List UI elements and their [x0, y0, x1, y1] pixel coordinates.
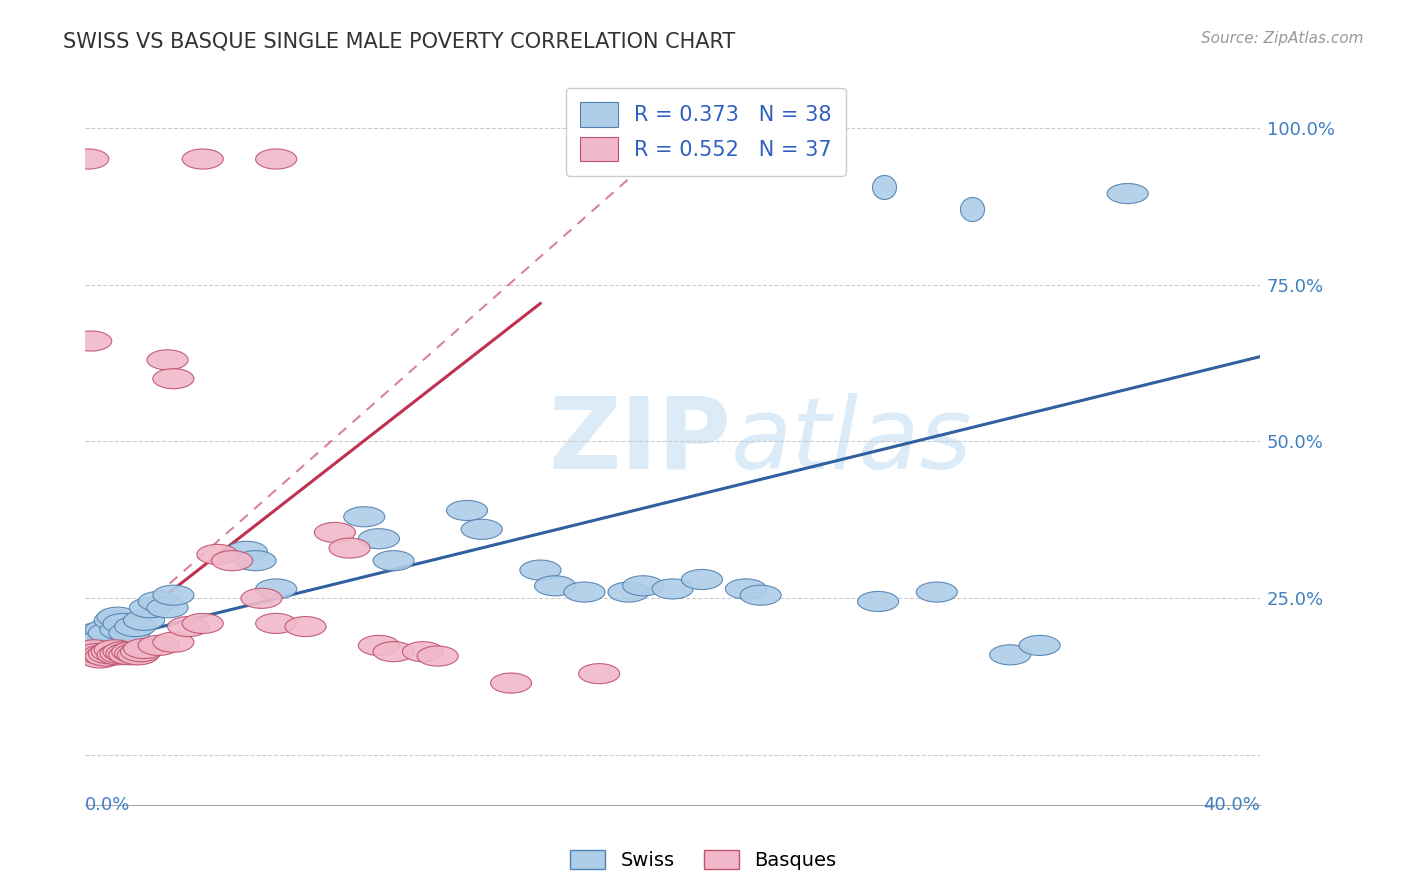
Ellipse shape — [256, 149, 297, 169]
Ellipse shape — [579, 664, 620, 683]
Ellipse shape — [138, 591, 179, 612]
Ellipse shape — [725, 579, 766, 599]
Ellipse shape — [76, 623, 118, 643]
Ellipse shape — [183, 149, 224, 169]
Ellipse shape — [86, 646, 127, 666]
Ellipse shape — [103, 641, 143, 662]
Ellipse shape — [83, 645, 124, 665]
Ellipse shape — [1019, 635, 1060, 656]
Ellipse shape — [858, 591, 898, 612]
Ellipse shape — [564, 582, 605, 602]
Ellipse shape — [124, 639, 165, 658]
Ellipse shape — [373, 641, 415, 662]
Ellipse shape — [211, 550, 253, 571]
Ellipse shape — [79, 648, 121, 668]
Ellipse shape — [111, 641, 153, 662]
Ellipse shape — [121, 641, 162, 662]
Ellipse shape — [94, 640, 135, 660]
Ellipse shape — [100, 620, 141, 640]
Ellipse shape — [76, 643, 118, 664]
Legend: R = 0.373   N = 38, R = 0.552   N = 37: R = 0.373 N = 38, R = 0.552 N = 37 — [565, 87, 846, 176]
Ellipse shape — [124, 610, 165, 631]
Ellipse shape — [83, 629, 124, 649]
Ellipse shape — [418, 646, 458, 666]
Ellipse shape — [240, 589, 283, 608]
Legend: Swiss, Basques: Swiss, Basques — [562, 842, 844, 878]
Ellipse shape — [623, 575, 664, 596]
Ellipse shape — [447, 500, 488, 521]
Ellipse shape — [329, 538, 370, 558]
Ellipse shape — [89, 643, 129, 664]
Ellipse shape — [917, 582, 957, 602]
Text: Source: ZipAtlas.com: Source: ZipAtlas.com — [1201, 31, 1364, 46]
Ellipse shape — [740, 585, 782, 606]
Ellipse shape — [91, 641, 132, 662]
Ellipse shape — [682, 569, 723, 590]
Ellipse shape — [491, 673, 531, 693]
Ellipse shape — [990, 645, 1031, 665]
Ellipse shape — [138, 635, 179, 656]
Ellipse shape — [652, 579, 693, 599]
Ellipse shape — [67, 149, 108, 169]
Ellipse shape — [315, 523, 356, 542]
Ellipse shape — [153, 632, 194, 652]
Text: ZIP: ZIP — [548, 393, 731, 490]
Ellipse shape — [118, 645, 159, 665]
Ellipse shape — [153, 368, 194, 389]
Ellipse shape — [108, 645, 150, 665]
Point — [873, 180, 896, 194]
Ellipse shape — [235, 550, 276, 571]
Ellipse shape — [359, 529, 399, 549]
Ellipse shape — [534, 575, 575, 596]
Text: 40.0%: 40.0% — [1204, 796, 1260, 814]
Ellipse shape — [343, 507, 385, 527]
Ellipse shape — [226, 541, 267, 561]
Ellipse shape — [70, 645, 111, 665]
Ellipse shape — [86, 620, 127, 640]
Ellipse shape — [94, 610, 135, 631]
Ellipse shape — [183, 614, 224, 633]
Ellipse shape — [103, 614, 143, 633]
Ellipse shape — [402, 641, 443, 662]
Ellipse shape — [108, 623, 150, 643]
Ellipse shape — [197, 544, 238, 565]
Ellipse shape — [115, 643, 156, 664]
Ellipse shape — [97, 645, 138, 665]
Ellipse shape — [70, 635, 111, 656]
Ellipse shape — [285, 616, 326, 637]
Text: SWISS VS BASQUE SINGLE MALE POVERTY CORRELATION CHART: SWISS VS BASQUE SINGLE MALE POVERTY CORR… — [63, 31, 735, 51]
Ellipse shape — [70, 331, 111, 351]
Ellipse shape — [129, 598, 170, 618]
Ellipse shape — [148, 350, 188, 370]
Ellipse shape — [520, 560, 561, 580]
Ellipse shape — [373, 550, 415, 571]
Text: 0.0%: 0.0% — [86, 796, 131, 814]
Ellipse shape — [100, 643, 141, 664]
Ellipse shape — [153, 585, 194, 606]
Ellipse shape — [73, 640, 115, 660]
Ellipse shape — [115, 616, 156, 637]
Ellipse shape — [167, 616, 208, 637]
Ellipse shape — [105, 643, 148, 664]
Ellipse shape — [256, 614, 297, 633]
Ellipse shape — [359, 635, 399, 656]
Ellipse shape — [256, 579, 297, 599]
Ellipse shape — [89, 623, 129, 643]
Ellipse shape — [607, 582, 650, 602]
Ellipse shape — [461, 519, 502, 540]
Ellipse shape — [97, 607, 138, 627]
Ellipse shape — [67, 641, 108, 662]
Text: atlas: atlas — [731, 393, 973, 490]
Ellipse shape — [1107, 184, 1149, 203]
Point — [960, 202, 983, 217]
Ellipse shape — [148, 598, 188, 618]
